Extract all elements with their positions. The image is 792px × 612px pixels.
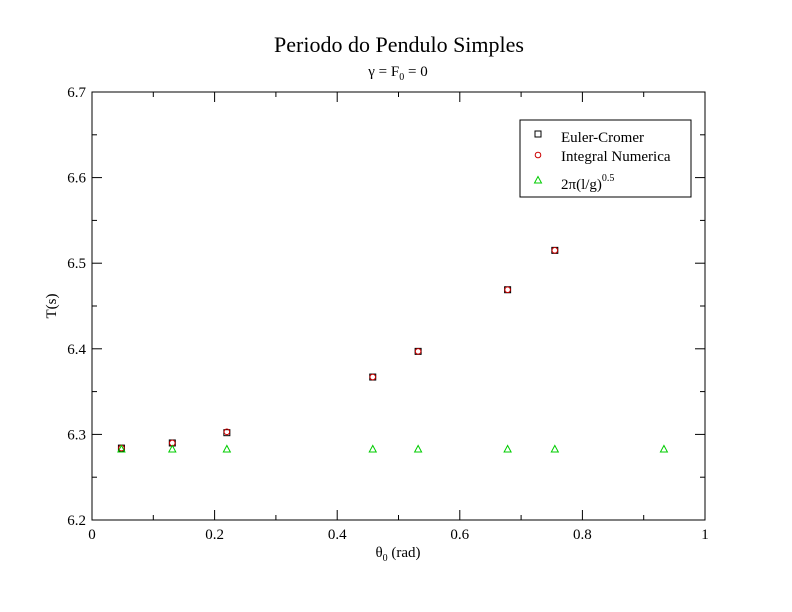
integral-numerica-point [551,247,559,254]
integral-numerica-point [223,428,231,436]
chart-title: Periodo do Pendulo Simples [274,32,524,57]
legend-box [519,119,692,198]
x-tick-label: 0.8 [573,527,592,543]
y-axis-label: T(s) [44,294,60,319]
axis-tick-labels: 0 0.2 0.4 0.6 0.8 1 6.2 6.3 6.4 6.5 6.6 6.7 [67,85,709,543]
y-tick-label: 6.7 [67,85,86,101]
x-tick-label: 1 [701,527,709,543]
legend-label-analytic-sup: 0.5 [602,173,615,184]
legend-marker-square [534,130,542,138]
legend-label-analytic: 2π(l/g)0.5 [561,173,614,193]
legend: Euler-Cromer Integral Numerica 2π(l/g)0.… [519,119,692,198]
xlabel-rest: (rad) [388,545,421,561]
legend-label-analytic-main: 2π(l/g) [561,177,602,193]
chart-subtitle: γ = F0 = 0 [367,64,427,83]
legend-marker-triangle [533,175,543,184]
legend-label-integral-numerica: Integral Numerica [561,149,671,165]
subtitle-eq2: = 0 [404,64,427,80]
x-tick-label: 0.2 [205,527,224,543]
integral-numerica-point [504,286,511,294]
analytic-point [659,444,669,453]
analytic-point [222,444,232,453]
y-tick-label: 6.3 [67,427,86,443]
xlabel-sub: 0 [383,553,388,564]
xlabel-main: θ [375,545,382,561]
y-tick-label: 6.2 [67,513,86,529]
analytic-point [117,444,126,453]
x-tick-label: 0.4 [328,527,347,543]
analytic-point [167,444,177,453]
y-tick-label: 6.6 [67,171,86,187]
analytic-point [413,444,423,453]
data-points [117,246,669,453]
subtitle-gamma: γ [367,64,375,80]
integral-numerica-point [414,348,422,355]
legend-markers [533,130,543,184]
integral-numerica-point [369,373,377,381]
x-axis-label: θ0 (rad) [375,545,420,564]
analytic-point [550,444,560,453]
analytic-point [368,444,378,453]
axis-ticks [91,91,706,521]
y-tick-label: 6.5 [67,256,86,272]
subtitle-sub: 0 [399,72,404,83]
subtitle-eq1: = F [375,64,399,80]
legend-label-euler-cromer: Euler-Cromer [561,130,644,146]
x-tick-label: 0.6 [450,527,469,543]
analytic-point [503,444,512,453]
legend-marker-circle [534,151,542,159]
y-tick-label: 6.4 [67,342,86,358]
x-tick-label: 0 [88,527,96,543]
